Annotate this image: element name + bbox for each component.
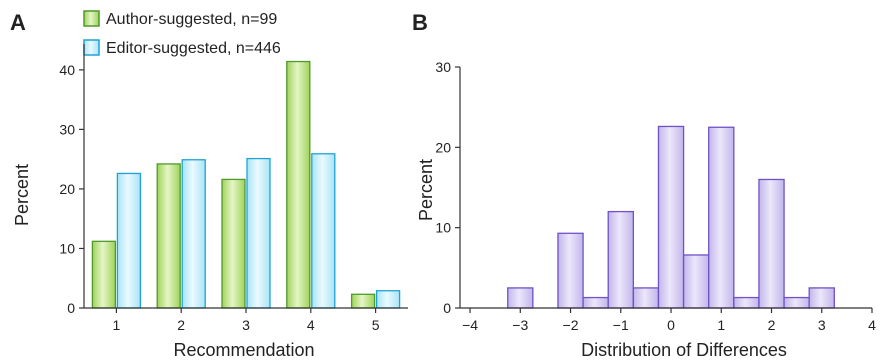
- bar-author-cat-3: [222, 179, 245, 308]
- x-tick-label: −2: [563, 317, 579, 333]
- hist-bar: [633, 288, 658, 308]
- bar-author-cat-4: [287, 62, 310, 308]
- x-tick-label: −1: [613, 317, 629, 333]
- hist-bar: [583, 298, 608, 308]
- hist-bar: [734, 298, 759, 308]
- y-tick-label: 0: [67, 300, 75, 316]
- x-tick-label: 1: [717, 317, 725, 333]
- x-tick-label: 2: [177, 317, 185, 333]
- panel-a-y-axis-title: Percent: [12, 164, 32, 226]
- hist-bar: [508, 288, 533, 308]
- hist-bar: [759, 179, 784, 308]
- legend-swatch-author: [84, 11, 99, 26]
- hist-bar: [784, 298, 809, 308]
- x-tick-label: 4: [868, 317, 876, 333]
- bar-editor-cat-2: [182, 160, 205, 308]
- hist-bar: [608, 212, 633, 308]
- bar-editor-cat-4: [312, 154, 335, 308]
- hist-bar: [709, 127, 734, 308]
- x-tick-label: 2: [768, 317, 776, 333]
- y-tick-label: 30: [59, 121, 75, 137]
- x-tick-label: 1: [113, 317, 121, 333]
- panel-b-x-axis-title: Distribution of Differences: [581, 340, 787, 360]
- panel-b-bars: [508, 126, 835, 308]
- x-tick-label: 3: [818, 317, 826, 333]
- bar-author-cat-2: [157, 164, 180, 308]
- bar-author-cat-5: [352, 294, 375, 308]
- y-tick-label: 0: [443, 300, 451, 316]
- bar-editor-cat-5: [377, 291, 400, 308]
- legend-swatch-editor: [84, 40, 99, 55]
- panel-a: A Author-suggested, n=99 Editor-suggeste…: [10, 10, 408, 360]
- legend-label-editor: Editor-suggested, n=446: [106, 40, 281, 57]
- y-tick-label: 10: [59, 240, 75, 256]
- panel-a-label: A: [10, 10, 26, 35]
- x-tick-label: 4: [307, 317, 315, 333]
- panel-b-y-axis-title: Percent: [416, 159, 436, 221]
- y-tick-label: 10: [435, 220, 451, 236]
- hist-bar: [558, 233, 583, 308]
- hist-bar: [658, 126, 683, 308]
- panel-a-legend: Author-suggested, n=99 Editor-suggested,…: [84, 11, 281, 57]
- bar-editor-cat-3: [247, 159, 270, 308]
- panel-a-x-axis-title: Recommendation: [173, 340, 314, 360]
- x-tick-label: 0: [667, 317, 675, 333]
- x-tick-label: 3: [242, 317, 250, 333]
- panel-b: B 0 10 20 30 −4 −3 −2 −1 0 1 2 3 4 Distribution of D…: [412, 10, 876, 360]
- panel-b-label: B: [412, 10, 428, 35]
- x-tick-label: −4: [462, 317, 478, 333]
- bar-author-cat-1: [92, 241, 115, 308]
- y-tick-label: 40: [59, 62, 75, 78]
- y-tick-label: 20: [59, 181, 75, 197]
- hist-bar: [809, 288, 834, 308]
- y-tick-label: 30: [435, 59, 451, 75]
- y-tick-label: 20: [435, 139, 451, 155]
- x-tick-label: 5: [372, 317, 380, 333]
- bar-editor-cat-1: [117, 173, 140, 308]
- panel-a-bars: [92, 62, 399, 308]
- x-tick-label: −3: [512, 317, 528, 333]
- hist-bar: [684, 255, 709, 308]
- legend-label-author: Author-suggested, n=99: [106, 11, 277, 28]
